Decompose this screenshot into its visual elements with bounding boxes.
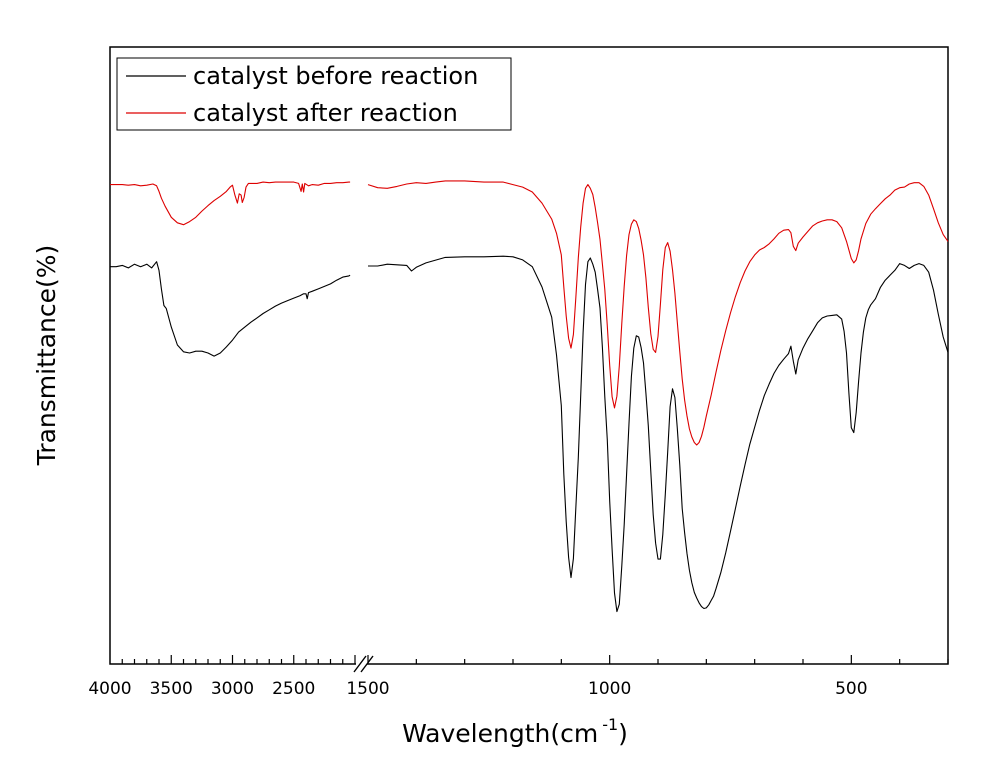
series-line-before-seg1 (368, 255, 949, 613)
series-line-after-seg0 (110, 181, 351, 226)
axis-break-mark-1 (360, 655, 374, 673)
x-axis: 4000 3500 3000 2500 1500 1000 500 (88, 655, 949, 699)
x-tick-label-1000: 1000 (588, 679, 631, 699)
legend: catalyst before reaction catalyst after … (116, 57, 512, 131)
x-axis-title-main: Wavelength(cm (402, 719, 598, 748)
series-line-before-seg0 (110, 261, 351, 357)
axis-break-gap (356, 662, 367, 666)
axis-break-mark-0 (353, 655, 367, 673)
x-tick-label-3500: 3500 (150, 679, 193, 699)
x-tick-label-3000: 3000 (211, 679, 254, 699)
legend-box (116, 57, 512, 131)
series-layer (110, 180, 949, 613)
x-tick-label-500: 500 (835, 679, 867, 699)
x-axis-title-superscript: -1 (602, 715, 618, 734)
x-tick-label-2500: 2500 (272, 679, 315, 699)
series-line-after-seg1 (367, 180, 949, 446)
legend-label-after: catalyst after reaction (193, 99, 458, 127)
x-axis-title-suffix: ) (618, 719, 628, 748)
x-tick-label-4000: 4000 (88, 679, 131, 699)
x-axis-title: Wavelength(cm -1) (402, 715, 628, 748)
plot-frame (109, 46, 949, 665)
y-axis-title: Transmittance(%) (32, 245, 61, 467)
legend-label-before: catalyst before reaction (193, 62, 478, 90)
x-tick-label-1500: 1500 (346, 679, 389, 699)
